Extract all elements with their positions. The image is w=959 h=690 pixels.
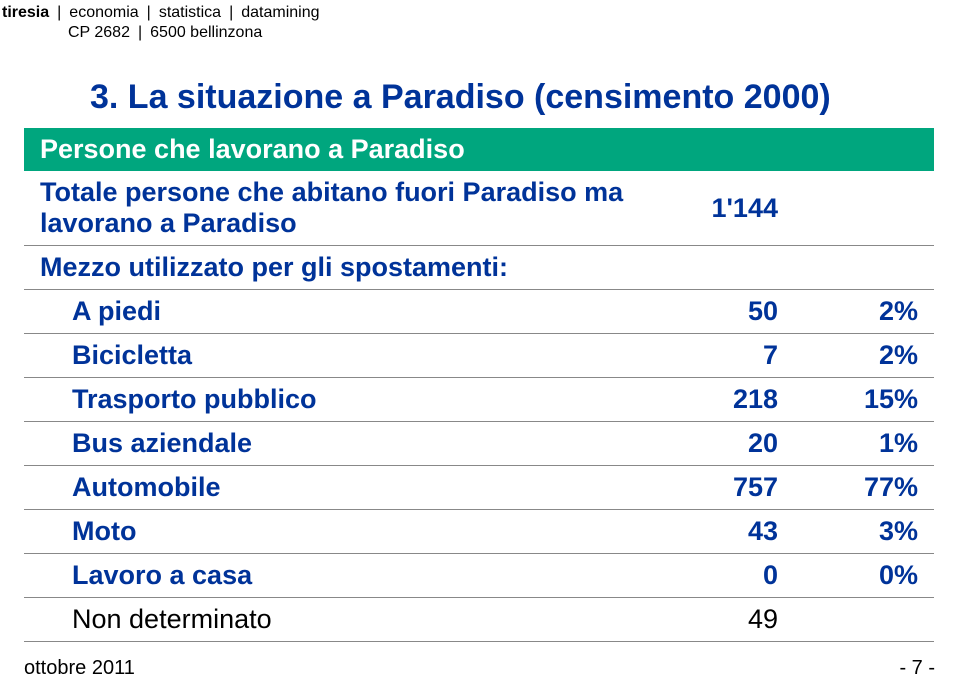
table-row: Moto433% xyxy=(24,510,934,554)
address-city: 6500 bellinzona xyxy=(150,24,262,42)
row-value: 49 xyxy=(644,598,794,642)
row-label: A piedi xyxy=(24,290,644,334)
row-label: Automobile xyxy=(24,466,644,510)
row-value: 43 xyxy=(644,510,794,554)
row-pct: 77% xyxy=(794,466,934,510)
table-row: Bus aziendale201% xyxy=(24,422,934,466)
table-row: Trasporto pubblico21815% xyxy=(24,378,934,422)
row-label: Trasporto pubblico xyxy=(24,378,644,422)
row-pct: 15% xyxy=(794,378,934,422)
footer-page: - 7 - xyxy=(899,657,935,680)
table-row: Totale persone che abitano fuori Paradis… xyxy=(24,171,934,246)
row-value: 20 xyxy=(644,422,794,466)
row-pct: 0% xyxy=(794,554,934,598)
row-label: Mezzo utilizzato per gli spostamenti: xyxy=(24,246,644,290)
address-cp: CP 2682 xyxy=(68,24,130,42)
footer-date: ottobre 2011 xyxy=(24,657,135,680)
row-pct xyxy=(794,598,934,642)
hdr-word-1: statistica xyxy=(159,4,221,22)
table-header-row: Persone che lavorano a Paradiso xyxy=(24,128,934,171)
row-value: 0 xyxy=(644,554,794,598)
table-row: A piedi502% xyxy=(24,290,934,334)
row-value xyxy=(644,246,794,290)
data-table: Persone che lavorano a Paradiso Totale p… xyxy=(24,128,934,642)
row-value: 50 xyxy=(644,290,794,334)
row-pct: 1% xyxy=(794,422,934,466)
table-header-label: Persone che lavorano a Paradiso xyxy=(24,128,934,171)
row-label: Lavoro a casa xyxy=(24,554,644,598)
header-line1: tiresia | economia | statistica | datami… xyxy=(2,4,320,22)
table-row: Non determinato49 xyxy=(24,598,934,642)
brand: tiresia xyxy=(2,4,49,22)
table-row: Automobile75777% xyxy=(24,466,934,510)
row-pct xyxy=(794,171,934,246)
vbar-icon: | xyxy=(57,4,61,22)
row-pct xyxy=(794,246,934,290)
row-value: 1'144 xyxy=(644,171,794,246)
table-row: Mezzo utilizzato per gli spostamenti: xyxy=(24,246,934,290)
header: tiresia | economia | statistica | datami… xyxy=(2,4,320,42)
hdr-word-2: datamining xyxy=(241,4,319,22)
row-pct: 2% xyxy=(794,290,934,334)
vbar-icon: | xyxy=(147,4,151,22)
page-title: 3. La situazione a Paradiso (censimento … xyxy=(90,78,831,117)
page: { "header": { "brand": "tiresia", "words… xyxy=(0,0,959,690)
row-value: 218 xyxy=(644,378,794,422)
row-pct: 2% xyxy=(794,334,934,378)
vbar-icon: | xyxy=(138,24,142,42)
table-row: Lavoro a casa00% xyxy=(24,554,934,598)
row-label: Bicicletta xyxy=(24,334,644,378)
row-label: Non determinato xyxy=(24,598,644,642)
row-value: 757 xyxy=(644,466,794,510)
row-label: Bus aziendale xyxy=(24,422,644,466)
row-label: Totale persone che abitano fuori Paradis… xyxy=(24,171,644,246)
table-row: Bicicletta72% xyxy=(24,334,934,378)
row-pct: 3% xyxy=(794,510,934,554)
vbar-icon: | xyxy=(229,4,233,22)
header-line2: CP 2682 | 6500 bellinzona xyxy=(2,24,320,42)
row-label: Moto xyxy=(24,510,644,554)
hdr-word-0: economia xyxy=(69,4,138,22)
row-value: 7 xyxy=(644,334,794,378)
